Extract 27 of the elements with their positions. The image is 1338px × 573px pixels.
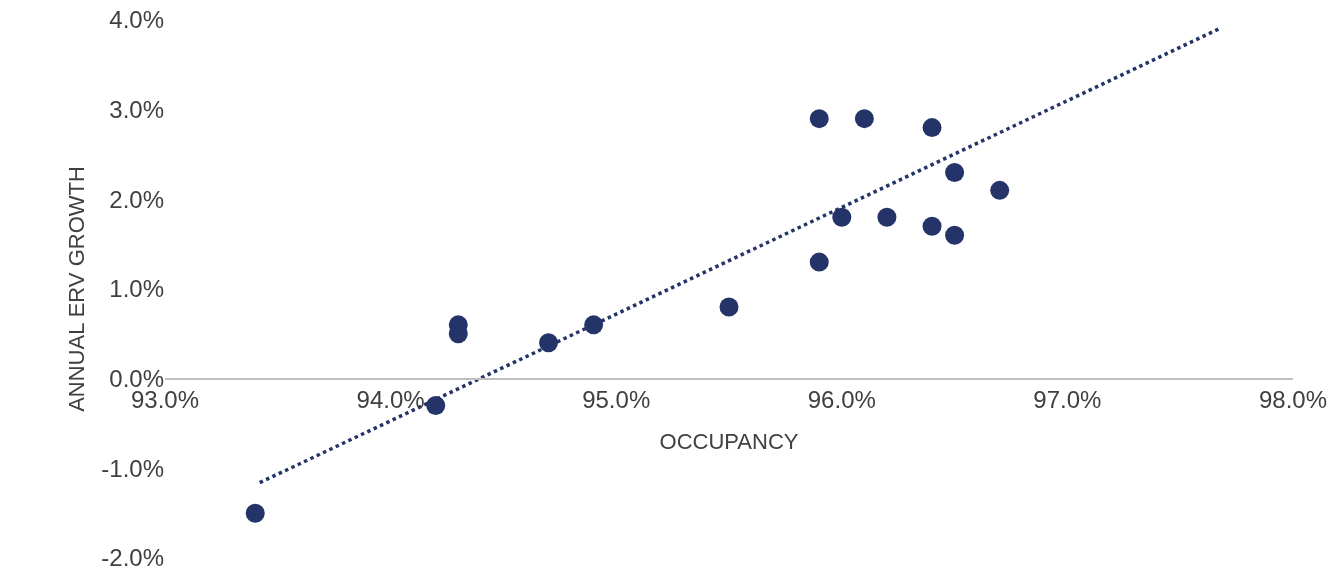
x-tick-label: 97.0%: [1033, 386, 1102, 414]
point: [426, 396, 446, 416]
y-tick-label: 1.0%: [109, 275, 164, 303]
point: [245, 503, 265, 523]
y-tick-label: -2.0%: [101, 544, 164, 572]
point: [877, 207, 897, 227]
point: [922, 216, 942, 236]
point: [809, 252, 829, 272]
x-tick-label: 93.0%: [130, 386, 200, 414]
y-tick-label: -1.0%: [101, 454, 164, 482]
point: [809, 109, 829, 129]
point: [945, 225, 965, 245]
x-tick-label: 95.0%: [582, 386, 651, 414]
y-tick-label: 2.0%: [109, 185, 164, 213]
x-axis-title: OCCUPANCY: [659, 428, 799, 454]
point: [832, 207, 852, 227]
point: [990, 180, 1010, 200]
point: [719, 297, 739, 317]
x-tick-label: 98.0%: [1258, 386, 1328, 414]
y-axis-title: ANNUAL ERV GROWTH: [64, 166, 90, 412]
point: [945, 162, 965, 182]
y-tick-label: 4.0%: [109, 6, 164, 34]
point: [922, 118, 942, 138]
x-tick-label: 96.0%: [807, 386, 876, 414]
y-tick-label: 3.0%: [109, 96, 164, 124]
point: [854, 109, 874, 129]
x-tick-label: 94.0%: [356, 386, 425, 414]
